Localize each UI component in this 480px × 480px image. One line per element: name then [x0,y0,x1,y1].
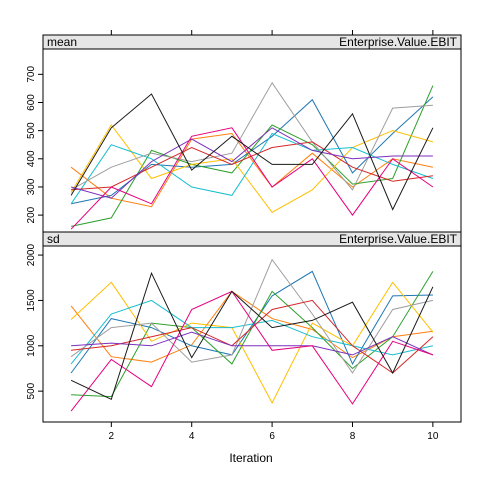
series-line-5 [70,299,434,365]
series-line-2 [70,270,433,374]
y-tick-label: 2000 [26,244,37,267]
series-line-5 [70,132,434,205]
series-line-3 [71,271,434,398]
series-line-7 [71,141,433,191]
y-tick-label: 300 [26,178,37,195]
series-line-9 [70,290,434,412]
panel-border [42,245,462,423]
panels: mean Enterprise.Value.EBIT 200 300 400 500 600… [26,30,462,442]
series-line-8 [71,331,434,356]
strip-var-label: Enterprise.Value.EBIT [339,35,458,49]
strip-label-sd: sd [47,232,60,246]
series-line-6 [70,258,434,374]
panel-sd: sd Enterprise.Value.EBIT 500 1000 1500 2000 2 4… [26,231,462,442]
y-tick-label: 200 [26,206,37,223]
strip-label-mean: mean [47,35,77,49]
x-tick-label: 6 [269,431,275,442]
series-line-8 [70,127,433,199]
series-line-10 [70,93,434,211]
y-tick-label: 1000 [26,334,37,357]
x-tick-label: 8 [350,431,356,442]
series-line-1 [70,132,434,208]
y-tick-label: 500 [26,382,37,399]
series-line-6 [70,81,433,191]
series-line-10 [70,271,434,400]
strip-var-label: Enterprise.Value.EBIT [339,232,458,246]
series-line-7 [71,299,434,374]
series-line-3 [70,85,434,227]
panel-border [42,48,462,233]
x-tick-label: 10 [427,431,439,442]
series-line-9 [70,127,434,230]
y-tick-label: 600 [26,94,37,111]
y-tick-label: 700 [26,66,37,83]
x-tick-label: 4 [189,431,195,442]
x-axis-label: Iteration [229,451,272,465]
y-tick-label: 400 [26,150,37,167]
y-tick-label: 1500 [26,289,37,312]
y-tick-label: 500 [26,122,37,139]
panel-mean: mean Enterprise.Value.EBIT 200 300 400 500 600… [26,30,462,233]
series-line-4 [70,281,434,404]
series-group [70,81,434,230]
x-tick-label: 2 [109,431,115,442]
series-group [70,258,434,412]
